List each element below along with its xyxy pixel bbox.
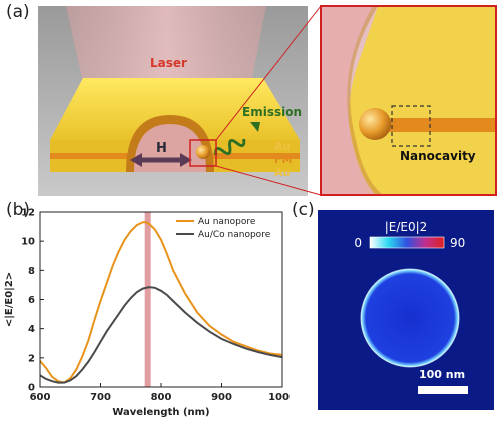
fm-label: FM [274,153,292,166]
y-tick-label: 0 [28,383,35,394]
series-line-1 [39,221,283,384]
nanocavity-label: Nanocavity [400,149,476,163]
colorbar-title: |E/E0|2 [385,220,428,234]
nanopore-field-disk [361,269,459,367]
colorbar-min: 0 [354,236,362,250]
y-tick-label: 8 [28,266,35,277]
zoom-box [189,139,217,167]
colorbar-max: 90 [450,236,465,250]
x-tick-label: 900 [211,392,232,403]
laser-label: Laser [150,56,187,70]
legend-label-1: Au nanopore [198,217,256,227]
y-tick-label: 12 [21,208,35,219]
colorbar [369,236,445,249]
legend-label-2: Au/Co nanopore [198,230,271,240]
y-tick-label: 4 [28,324,35,335]
emission-label: Emission [242,105,302,119]
field-map: |E/E0|2 0 90 100 nm [318,210,494,410]
x-tick-label: 700 [90,392,111,403]
schematic-illustration: Laser Emission Au FM Au H Nanocavity [38,5,497,196]
au-top-label: Au [274,140,290,153]
x-axis-label: Wavelength (nm) [112,407,209,418]
scalebar [418,386,468,394]
y-tick-label: 6 [28,295,35,306]
y-tick-label: 10 [21,237,35,248]
y-tick-label: 2 [28,353,35,364]
au-bottom-label: Au [274,166,290,179]
inset-zoom: Nanocavity [320,5,497,196]
resonance-band [144,212,151,387]
x-tick-label: 600 [30,392,51,403]
gold-film-top [50,78,300,140]
scalebar-label: 100 nm [419,368,465,381]
legend: Au nanopore Au/Co nanopore [176,217,271,240]
panel-b-letter: (b) [6,200,31,220]
panel-a-letter: (a) [6,2,30,22]
y-axis-label: <|E/E0|2> [4,272,15,327]
nanoparticle [196,145,210,159]
series-line-2 [39,286,283,384]
emission-wave [214,138,246,156]
x-tick-label: 800 [151,392,172,403]
panel-c-letter: (c) [292,200,315,220]
field-label: H [156,141,167,156]
